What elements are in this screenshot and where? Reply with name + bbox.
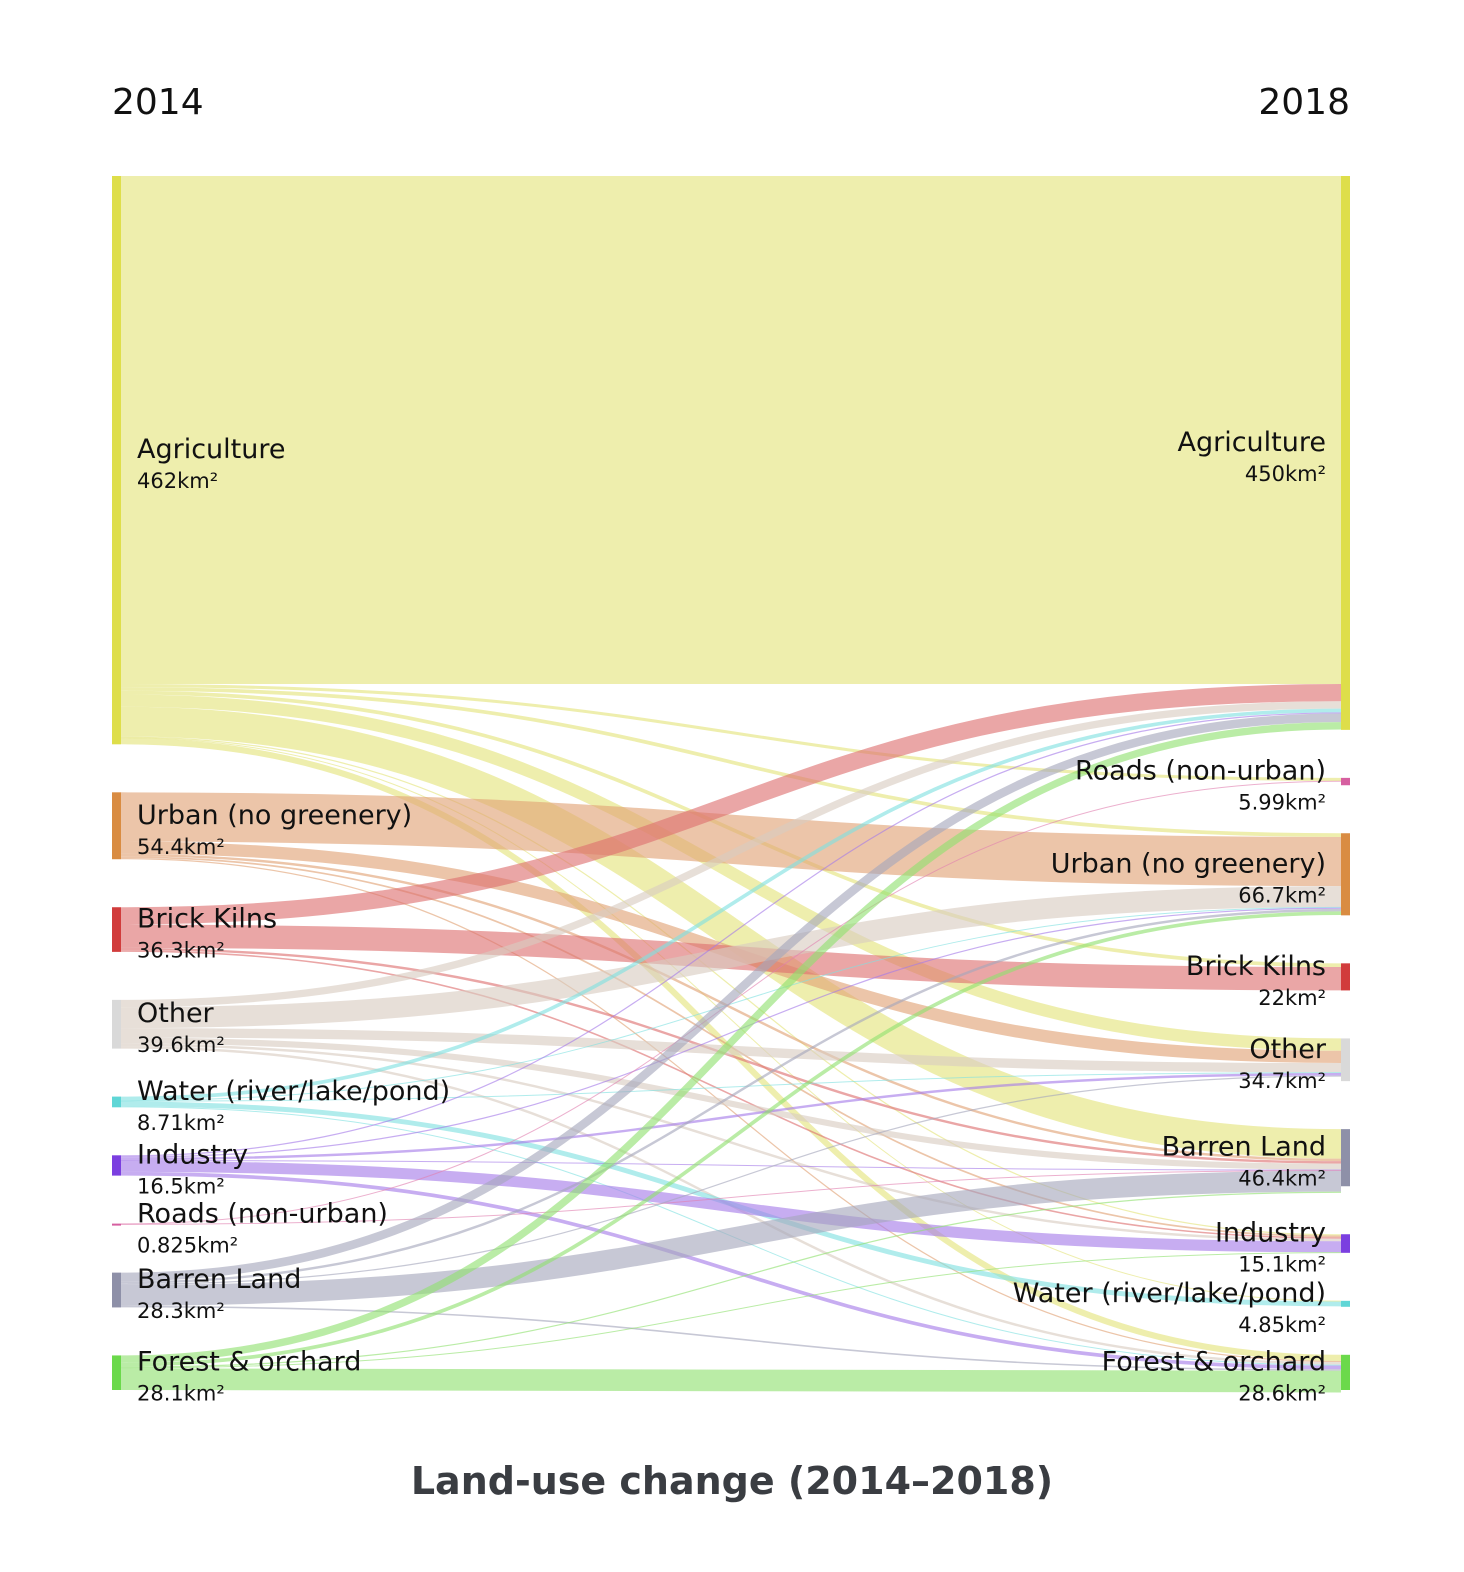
target-node-brick-kilns — [1341, 963, 1350, 991]
link-other-to-urban-no-greenery — [120, 886, 1342, 1029]
source-label-industry: Industry — [137, 1139, 248, 1170]
target-node-forest-orchard — [1341, 1354, 1350, 1390]
target-node-industry — [1341, 1234, 1350, 1253]
source-value-roads-non-urban: 0.825km² — [137, 1234, 238, 1258]
source-label-brick-kilns: Brick Kilns — [137, 904, 277, 935]
link-industry-to-other — [120, 1072, 1342, 1161]
target-label-water-river-lake-pond: Water (river/lake/pond) — [1013, 1278, 1326, 1309]
target-label-brick-kilns: Brick Kilns — [1186, 951, 1326, 982]
target-node-water-river-lake-pond — [1341, 1300, 1350, 1307]
source-label-barren-land: Barren Land — [137, 1264, 301, 1295]
link-other-to-agriculture — [120, 701, 1342, 1008]
link-industry-to-forest-orchard — [120, 1171, 1342, 1370]
link-barren-land-to-other — [120, 1075, 1342, 1285]
target-value-urban-no-greenery: 66.7km² — [1238, 883, 1326, 907]
target-label-industry: Industry — [1215, 1218, 1326, 1249]
target-node-barren-land — [1341, 1129, 1350, 1187]
link-other-to-industry — [120, 1043, 1342, 1242]
source-label-urban-no-greenery: Urban (no greenery) — [137, 800, 412, 831]
source-node-roads-non-urban — [112, 1223, 121, 1226]
link-forest-orchard-to-urban-no-greenery — [120, 911, 1342, 1367]
link-industry-to-urban-no-greenery — [120, 907, 1342, 1158]
source-value-barren-land: 28.3km² — [137, 1299, 225, 1323]
source-label-roads-non-urban: Roads (non-urban) — [137, 1199, 388, 1230]
link-brick-kilns-to-agriculture — [120, 684, 1342, 925]
target-label-forest-orchard: Forest & orchard — [1102, 1346, 1326, 1377]
link-industry-to-barren-land — [120, 1160, 1342, 1171]
target-label-other: Other — [1249, 1034, 1327, 1065]
target-value-brick-kilns: 22km² — [1258, 986, 1326, 1010]
target-label-agriculture: Agriculture — [1178, 427, 1327, 458]
link-agriculture-to-barren-land — [120, 706, 1342, 1159]
link-agriculture-to-roads-non-urban — [120, 684, 1342, 781]
target-year-label: 2018 — [1258, 82, 1350, 123]
link-water-river-lake-pond-to-agriculture — [120, 708, 1342, 1101]
source-value-industry: 16.5km² — [137, 1174, 225, 1198]
link-agriculture-to-industry — [120, 736, 1342, 1236]
link-urban-no-greenery-to-barren-land — [120, 853, 1342, 1162]
target-label-barren-land: Barren Land — [1162, 1132, 1326, 1163]
target-node-agriculture — [1341, 176, 1350, 730]
node-labels: Agriculture 462km² Urban (no greenery) 54.4… — [137, 427, 1327, 1406]
source-label-agriculture: Agriculture — [137, 434, 286, 465]
nodes — [112, 176, 1350, 1390]
target-node-other — [1341, 1038, 1350, 1082]
flow-links — [120, 175, 1342, 1393]
source-node-brick-kilns — [112, 907, 121, 952]
source-value-urban-no-greenery: 54.4km² — [137, 835, 225, 859]
link-agriculture-to-water-river-lake-pond — [120, 737, 1342, 1302]
source-node-barren-land — [112, 1272, 121, 1308]
target-label-urban-no-greenery: Urban (no greenery) — [1051, 848, 1326, 879]
target-value-other: 34.7km² — [1238, 1069, 1326, 1093]
target-value-barren-land: 46.4km² — [1238, 1167, 1326, 1191]
link-other-to-barren-land — [120, 1037, 1342, 1170]
link-other-to-other — [120, 1028, 1342, 1073]
source-node-industry — [112, 1155, 121, 1176]
source-label-other: Other — [137, 998, 215, 1029]
link-forest-orchard-to-forest-orchard — [120, 1368, 1342, 1393]
link-forest-orchard-to-agriculture — [120, 722, 1342, 1363]
link-industry-to-industry — [120, 1160, 1342, 1253]
target-value-agriculture: 450km² — [1245, 462, 1326, 486]
link-urban-no-greenery-to-urban-no-greenery — [120, 792, 1342, 887]
link-agriculture-to-other — [120, 694, 1342, 1051]
source-value-water-river-lake-pond: 8.71km² — [137, 1111, 225, 1135]
link-agriculture-to-urban-no-greenery — [120, 687, 1342, 837]
source-value-brick-kilns: 36.3km² — [137, 939, 225, 963]
target-value-forest-orchard: 28.6km² — [1238, 1381, 1326, 1405]
link-brick-kilns-to-barren-land — [120, 947, 1342, 1164]
source-year-label: 2014 — [112, 82, 204, 123]
link-industry-to-agriculture — [120, 712, 1342, 1157]
target-value-water-river-lake-pond: 4.85km² — [1238, 1313, 1326, 1337]
source-label-water-river-lake-pond: Water (river/lake/pond) — [137, 1076, 450, 1107]
target-value-industry: 15.1km² — [1238, 1253, 1326, 1277]
source-value-agriculture: 462km² — [137, 469, 218, 493]
link-water-river-lake-pond-to-other — [120, 1072, 1342, 1102]
link-water-river-lake-pond-to-urban-no-greenery — [120, 906, 1342, 1102]
target-label-roads-non-urban: Roads (non-urban) — [1075, 756, 1326, 787]
source-value-other: 39.6km² — [137, 1033, 225, 1057]
link-barren-land-to-forest-orchard — [120, 1305, 1342, 1371]
link-barren-land-to-barren-land — [120, 1170, 1342, 1306]
link-roads-non-urban-to-barren-land — [120, 1170, 1342, 1225]
source-label-forest-orchard: Forest & orchard — [137, 1347, 361, 1378]
target-value-roads-non-urban: 5.99km² — [1238, 791, 1326, 815]
link-urban-no-greenery-to-forest-orchard — [120, 857, 1342, 1363]
link-brick-kilns-to-industry — [120, 950, 1342, 1239]
source-node-agriculture — [112, 176, 121, 745]
target-node-urban-no-greenery — [1341, 833, 1350, 916]
link-barren-land-to-agriculture — [120, 713, 1342, 1282]
source-node-other — [112, 999, 121, 1049]
chart-title: Land-use change (2014–2018) — [411, 1459, 1053, 1503]
link-forest-orchard-to-industry — [120, 1252, 1342, 1369]
target-node-roads-non-urban — [1341, 777, 1350, 786]
source-node-urban-no-greenery — [112, 792, 121, 860]
source-node-water-river-lake-pond — [112, 1096, 121, 1108]
source-value-forest-orchard: 28.1km² — [137, 1382, 225, 1406]
source-node-forest-orchard — [112, 1355, 121, 1390]
link-barren-land-to-urban-no-greenery — [120, 908, 1342, 1284]
link-forest-orchard-to-barren-land — [120, 1191, 1342, 1368]
